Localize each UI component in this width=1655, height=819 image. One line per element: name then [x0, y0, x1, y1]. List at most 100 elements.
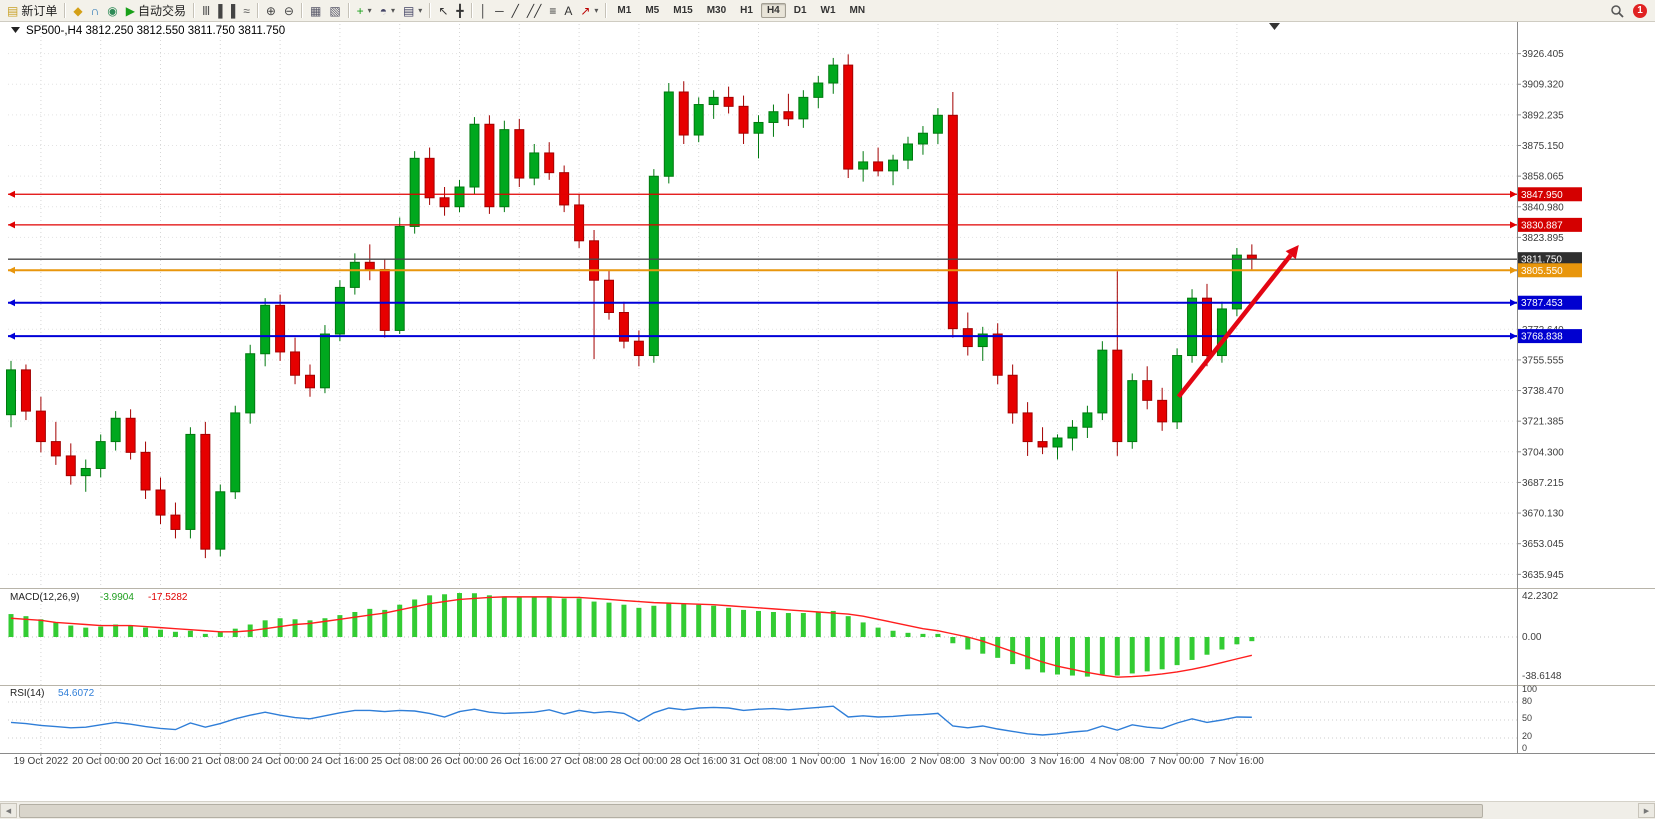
candle: [604, 279, 614, 314]
search-button[interactable]: [1606, 2, 1628, 20]
macd-histogram-bar: [367, 608, 373, 637]
macd-histogram-bar: [307, 620, 313, 637]
candle: [693, 104, 704, 136]
bar-chart-button[interactable]: Ⅲ: [198, 2, 214, 20]
support-button[interactable]: ∩: [87, 2, 104, 20]
candle: [125, 417, 136, 453]
candle: [1067, 426, 1078, 439]
timeframe-MN[interactable]: MN: [849, 5, 866, 16]
zoom-in-button[interactable]: ⊕: [262, 2, 280, 20]
symbol-dropdown-icon[interactable]: [11, 27, 20, 33]
price-axis-label: 3670.130: [1522, 509, 1564, 520]
channel-button[interactable]: ╱╱: [523, 2, 545, 20]
scroll-left-button[interactable]: ◀: [0, 803, 17, 818]
line-chart-button[interactable]: ≈: [239, 2, 254, 20]
timeframe-H4[interactable]: H4: [760, 3, 786, 18]
indicators-button[interactable]: + ▾: [353, 2, 376, 20]
candle: [334, 286, 345, 335]
crosshair-icon: ╋: [456, 3, 464, 18]
trendline-button[interactable]: ╱: [508, 2, 523, 20]
macd-histogram-bar: [711, 605, 717, 637]
community-button[interactable]: ◉: [103, 2, 121, 20]
price-axis[interactable]: 3926.405 3909.320 3892.235 3875.150 3858.065…: [1517, 49, 1582, 581]
candle: [753, 121, 764, 134]
text-button[interactable]: A: [560, 2, 576, 20]
horizontal-scrollbar[interactable]: ◀ ▶: [0, 801, 1655, 819]
candle: [544, 152, 555, 174]
timeframe-M1[interactable]: M1: [617, 5, 632, 16]
horizontal-line-icon: ─: [495, 3, 504, 18]
timeframe-M5[interactable]: M5: [645, 5, 660, 16]
new-order-button[interactable]: ▤ 新订单: [3, 2, 61, 20]
macd-signal-line: [10, 596, 1253, 678]
price-axis-label: 3687.215: [1522, 478, 1564, 489]
timeframe-W1[interactable]: W1: [820, 5, 836, 16]
candle: [215, 491, 226, 550]
candle: [708, 96, 719, 106]
grid-lines: [8, 24, 1517, 753]
crosshair-button[interactable]: ╋: [452, 2, 467, 20]
macd-histogram-bar: [486, 595, 492, 637]
line-end-arrow-icon: [8, 332, 15, 340]
price-axis-label: 3755.555: [1522, 355, 1564, 366]
macd-histogram-bar: [950, 637, 956, 644]
price-axis-label: 3909.320: [1522, 80, 1564, 91]
macd-histogram-bar: [1010, 637, 1016, 665]
timeframe-M30[interactable]: M30: [706, 5, 727, 16]
candlestick-chart-button[interactable]: ▌▐: [214, 2, 239, 20]
candle: [783, 111, 794, 120]
candle: [813, 82, 824, 98]
macd-histogram-bar: [905, 632, 911, 637]
line-end-arrow-icon: [8, 299, 15, 307]
trend-arrow-head: [1285, 244, 1299, 260]
macd-axis-label: 0.00: [1522, 632, 1542, 643]
time-axis-label: 26 Oct 16:00: [491, 756, 549, 767]
scroll-right-button[interactable]: ▶: [1638, 803, 1655, 818]
horizontal-line-button[interactable]: ─: [491, 2, 508, 20]
timeframe-D1[interactable]: D1: [793, 5, 807, 16]
zoom-out-button[interactable]: ⊖: [280, 2, 298, 20]
macd-histogram-bar: [726, 607, 732, 637]
macd-histogram-bar: [1189, 637, 1195, 660]
periods-button[interactable]: ◓ ▾: [376, 2, 399, 20]
alerts-button[interactable]: ◆: [69, 2, 86, 20]
candle: [484, 123, 495, 208]
auto-trading-button[interactable]: ▶ 自动交易: [122, 2, 190, 20]
time-axis-label: 21 Oct 08:00: [192, 756, 250, 767]
macd-axis-label: -38.6148: [1522, 671, 1562, 682]
time-axis-label: 27 Oct 08:00: [550, 756, 608, 767]
headset-icon: ∩: [90, 3, 100, 18]
macd-histogram-bar: [1069, 637, 1075, 676]
scrollbar-thumb[interactable]: [19, 804, 1483, 818]
time-axis-label: 31 Oct 08:00: [730, 756, 788, 767]
tile-windows-button[interactable]: ▦: [306, 2, 325, 20]
main-toolbar: ▤ 新订单 ◆ ∩ ◉ ▶ 自动交易 Ⅲ ▌▐ ≈ ⊕ ⊖ ▦ ▧ + ▾ ◓ ▾ ▤ ▾ ↖ ╋ │ ─ ╱ ╱╱ ≡ A…: [0, 0, 1655, 22]
price-axis-label: 3653.045: [1522, 539, 1564, 550]
autoscroll-marker-icon[interactable]: [1269, 23, 1280, 30]
candle: [1082, 412, 1093, 428]
vertical-line-button[interactable]: │: [476, 2, 492, 20]
fibonacci-button[interactable]: ≡: [545, 2, 560, 20]
new-chart-button[interactable]: ▧: [325, 2, 344, 20]
macd-histogram-bar: [800, 613, 806, 637]
cursor-button[interactable]: ↖: [434, 2, 452, 20]
macd-histogram-bar: [875, 627, 881, 637]
candle: [589, 240, 600, 281]
timeframe-H1[interactable]: H1: [740, 5, 753, 16]
search-icon: [1611, 4, 1624, 18]
new-chart-icon: ▧: [329, 3, 341, 18]
timeframe-M15[interactable]: M15: [673, 5, 693, 16]
price-axis-label: 3892.235: [1522, 110, 1564, 121]
auto-trading-play-icon: ▶: [125, 3, 135, 18]
templates-button[interactable]: ▤ ▾: [399, 2, 426, 20]
candle: [409, 157, 420, 227]
trend-arrow[interactable]: [1176, 253, 1293, 399]
arrows-button[interactable]: ↗ ▾: [576, 2, 602, 20]
notification-badge[interactable]: 1: [1633, 3, 1647, 18]
macd-histogram-bar: [770, 611, 776, 637]
time-axis-label: 20 Oct 16:00: [132, 756, 190, 767]
candle: [50, 441, 61, 457]
macd-histogram-bar: [1040, 637, 1046, 673]
time-axis-label: 20 Oct 00:00: [72, 756, 130, 767]
